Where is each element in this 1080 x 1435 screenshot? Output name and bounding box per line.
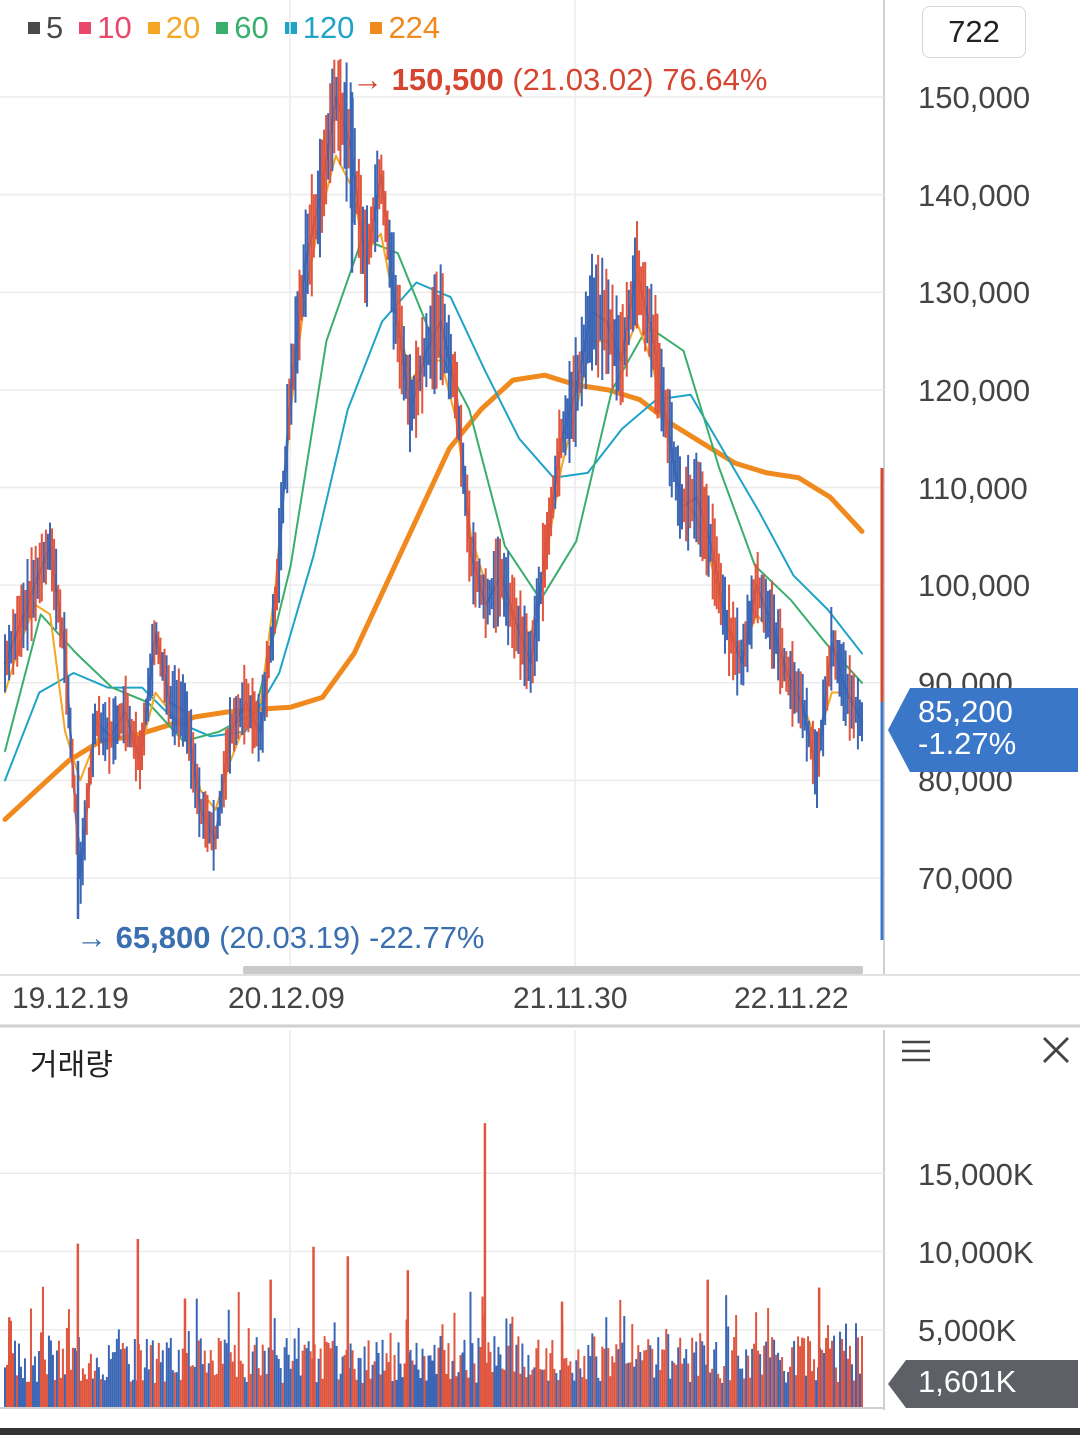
low-price-value: 65,800 — [115, 920, 211, 955]
volume-panel-title: 거래량 — [30, 1049, 113, 1082]
legend-swatch-icon — [79, 22, 92, 34]
volume-tick: 15,000K — [918, 1157, 1034, 1192]
price-gridlines — [0, 96, 884, 879]
volume-chart[interactable] — [0, 1030, 1080, 1435]
price-tick: 140,000 — [918, 177, 1031, 213]
legend-label: 224 — [388, 10, 441, 45]
legend-label: 20 — [165, 10, 201, 45]
low-price-pct: -22.77% — [369, 920, 485, 955]
date-tick: 20.12.09 — [228, 982, 345, 1015]
legend-label: 120 — [302, 10, 355, 45]
legend-swatch-icon — [147, 22, 160, 34]
legend-item[interactable]: 20 — [147, 10, 201, 46]
legend-swatch-icon — [216, 22, 229, 34]
series-line-ma120 — [4, 281, 863, 782]
high-arrow-icon: → — [352, 62, 383, 97]
visible-candle-count[interactable]: 722 — [922, 6, 1026, 58]
price-chart[interactable] — [0, 0, 1080, 1030]
date-tick: 19.12.19 — [12, 982, 129, 1015]
bottom-bar — [0, 1428, 1080, 1435]
legend-label: 60 — [234, 10, 269, 45]
legend-label: 5 — [46, 10, 64, 45]
price-tick: 130,000 — [918, 275, 1031, 311]
price-tick: 70,000 — [918, 861, 1013, 896]
legend-item[interactable]: 224 — [370, 10, 440, 46]
current-change: -1.27% — [918, 726, 1017, 761]
price-tick: 100,000 — [918, 568, 1031, 604]
low-price-annotation: → 65,800 (20.03.19) -22.77% — [76, 920, 485, 956]
price-tick: 150,000 — [918, 80, 1031, 115]
current-price-badge — [888, 688, 1078, 772]
close-icon[interactable] — [1038, 1032, 1074, 1068]
volume-tick: 5,000K — [918, 1313, 1017, 1348]
chart-scrollbar[interactable] — [243, 966, 863, 974]
high-price-date: (21.03.02) — [512, 62, 654, 97]
current-volume-badge — [888, 1360, 1078, 1408]
series-line-ma224 — [2, 372, 865, 822]
price-tick: 120,000 — [918, 372, 1031, 408]
volume-tick: 10,000K — [918, 1235, 1034, 1270]
legend-swatch-icon — [370, 22, 383, 34]
date-tick: 21.11.30 — [513, 982, 628, 1015]
low-price-date: (20.03.19) — [219, 920, 361, 955]
legend-swatch-icon — [28, 22, 40, 34]
moving-average-legend: 5 10 20 60 120 224 — [28, 10, 440, 46]
price-tick: 110,000 — [918, 470, 1028, 506]
high-price-pct: 76.64% — [662, 62, 768, 97]
high-price-annotation: → 150,500 (21.03.02) 76.64% — [352, 62, 767, 98]
legend-item[interactable]: 10 — [79, 10, 132, 46]
current-price: 85,200 — [918, 694, 1013, 729]
volume-bars — [4, 1123, 863, 1408]
date-tick: 22.11.22 — [734, 982, 849, 1015]
low-arrow-icon: → — [76, 920, 107, 955]
price-series — [2, 58, 865, 920]
menu-icon[interactable] — [898, 1032, 934, 1068]
current-volume: 1,601K — [918, 1364, 1017, 1399]
legend-label: 10 — [97, 10, 132, 45]
date-gridlines — [289, 0, 576, 975]
high-price-value: 150,500 — [391, 62, 504, 97]
legend-item[interactable]: 5 — [28, 10, 63, 46]
legend-item[interactable]: 60 — [216, 10, 269, 46]
